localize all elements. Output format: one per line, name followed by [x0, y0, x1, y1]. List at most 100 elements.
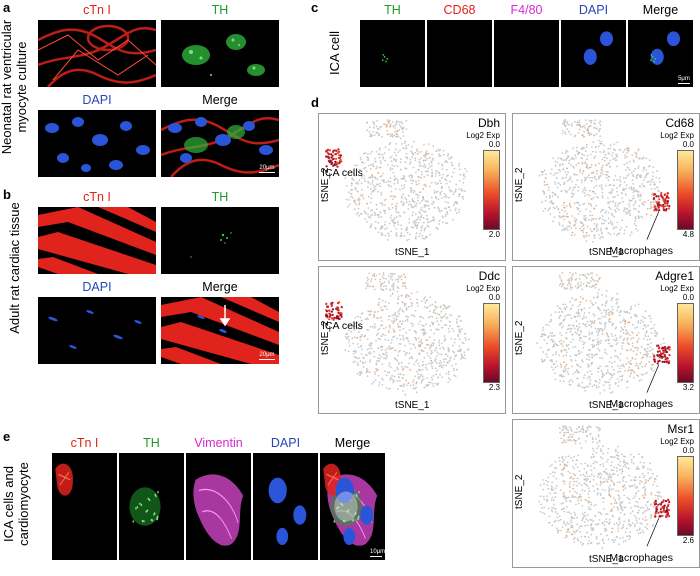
panel-e-scale-bar: 10μm — [370, 549, 385, 557]
panel-c-svg-3 — [583, 31, 613, 65]
tsne-annotation-3: Macrophages — [609, 398, 673, 410]
panel-c-title-3: DAPI — [578, 3, 609, 17]
panel-a-ctni-image — [38, 20, 156, 87]
tsne-scatter-dbh — [325, 119, 468, 242]
tsne-cb-max-0: 2.0 — [488, 230, 500, 239]
tsne-gene-name-1: Cd68 — [665, 116, 694, 130]
tsne-gene-name-3: Adgre1 — [655, 269, 694, 283]
panel-c-image-3 — [561, 20, 626, 87]
panel-b-letter: b — [3, 187, 11, 202]
panel-a-dapi-svg — [45, 117, 150, 172]
panel-a-th-image — [161, 20, 279, 87]
panel-c-scale-bar: 5μm — [678, 76, 690, 84]
panel-e-svg-1 — [129, 487, 161, 526]
tsne-x-axis-label-2: tSNE_1 — [395, 400, 430, 411]
panel-a-title-ctni: cTn I — [83, 3, 111, 17]
panel-a-side-label: Neonatal rat ventricular myocyte culture — [0, 12, 31, 162]
tsne-cb-min-1: 0.0 — [682, 140, 694, 149]
tsne-gene-name-0: Dbh — [477, 116, 500, 130]
panel-c-title-4: Merge — [642, 3, 679, 17]
tsne-x-axis-label-0: tSNE_1 — [395, 247, 430, 258]
panel-e-image-1 — [119, 453, 184, 560]
tsne-plot-ddc: Ddc Log2 Exp 0.0 2.3 ICA cells — [318, 266, 506, 414]
panel-e-title-3: DAPI — [270, 436, 301, 450]
panel-b-title-dapi: DAPI — [82, 280, 112, 294]
panel-c-image-0 — [360, 20, 425, 87]
panel-c-title-1: CD68 — [443, 3, 476, 17]
tsne-annotation-2: ICA cells — [322, 319, 363, 332]
tsne-cb-max-2: 2.3 — [488, 383, 500, 392]
panel-e-title-1: TH — [143, 436, 160, 450]
tsne-cb-max-4: 2.6 — [682, 536, 694, 545]
panel-a-scale-bar-label: 20μm — [259, 165, 275, 171]
tsne-cb-min-0: 0.0 — [488, 140, 500, 149]
panel-b-ctni-image — [38, 207, 156, 274]
panel-a-letter: a — [3, 0, 11, 15]
panel-a-ctni-svg — [38, 24, 156, 87]
tsne-plot-adgre1: Adgre1 Log2 Exp 0.0 3.2 Macrophages — [512, 266, 700, 414]
tsne-x-axis-label-3: tSNE_1 — [589, 400, 624, 411]
panel-a-th-svg — [182, 34, 265, 76]
panel-e-side-label-line1: ICA cells and — [1, 466, 16, 542]
panel-b-dapi-svg — [48, 310, 142, 349]
panel-c-scale-bar-label: 5μm — [678, 76, 690, 82]
tsne-colorbar-2 — [483, 303, 500, 383]
panel-a-scale-bar: 20μm — [259, 165, 275, 173]
panel-b-title-ctni: cTn I — [83, 190, 111, 204]
panel-e-title-0: cTn I — [70, 436, 99, 450]
tsne-plot-dbh: Dbh Log2 Exp 0.0 2.0 ICA cells — [318, 113, 506, 261]
panel-b-th-svg — [190, 232, 232, 258]
tsne-colorbar-4 — [677, 456, 694, 536]
tsne-legend-title-3: Log2 Exp — [660, 284, 694, 293]
panel-c-letter: c — [311, 0, 319, 15]
panel-e-title-2: Vimentin — [194, 436, 243, 450]
tsne-annotation-1: Macrophages — [609, 245, 673, 257]
panel-c-svg-4 — [649, 31, 680, 65]
panel-b-scale-bar: 20μm — [259, 352, 275, 360]
tsne-gene-name-4: Msr1 — [667, 422, 694, 436]
tsne-legend-title-2: Log2 Exp — [466, 284, 500, 293]
tsne-annotation-4: Macrophages — [609, 552, 673, 564]
panel-c-title-2: F4/80 — [510, 3, 543, 17]
panel-a-scale-bar-line — [259, 172, 275, 173]
panel-b-side-label: Adult rat cardiac tissue — [7, 202, 22, 334]
tsne-y-axis-label-4: tSNE_2 — [514, 474, 525, 509]
tsne-scatter-msr1 — [538, 425, 671, 550]
tsne-x-axis-label-1: tSNE_1 — [589, 247, 624, 258]
panel-e-svg-4 — [323, 463, 378, 546]
tsne-legend-title-0: Log2 Exp — [466, 131, 500, 140]
tsne-cb-min-4: 0.0 — [682, 446, 694, 455]
tsne-y-axis-label-0: tSNE_2 — [320, 167, 331, 202]
panel-a-merge-svg — [161, 116, 279, 177]
panel-e-side-label-line2: cardiomyocyte — [16, 462, 31, 546]
tsne-colorbar-3 — [677, 303, 694, 383]
panel-d-letter: d — [311, 95, 319, 110]
tsne-y-axis-label-2: tSNE_2 — [320, 320, 331, 355]
panel-e-svg-3 — [268, 477, 307, 546]
panel-e-svg-0 — [55, 463, 73, 496]
tsne-scatter-adgre1 — [536, 272, 671, 395]
tsne-cb-min-2: 0.0 — [488, 293, 500, 302]
panel-b-merge-svg — [161, 297, 279, 364]
panel-e-image-0 — [52, 453, 117, 560]
panel-c-svg-0 — [381, 53, 389, 63]
panel-b-ctni-svg — [38, 207, 156, 274]
panel-b-dapi-image — [38, 297, 156, 364]
panel-e-side-label: ICA cells and cardiomyocyte — [1, 459, 33, 549]
panel-e-letter: e — [3, 429, 11, 444]
panel-c-image-4: 5μm — [628, 20, 693, 87]
tsne-scatter-cd68 — [538, 119, 671, 243]
panel-e-image-3 — [253, 453, 318, 560]
tsne-plot-msr1: Msr1 Log2 Exp 0.0 2.6 Macrophages — [512, 419, 700, 568]
panel-a-title-merge: Merge — [202, 93, 238, 107]
tsne-legend-title-4: Log2 Exp — [660, 437, 694, 446]
panel-b-merge-image: 20μm — [161, 297, 279, 364]
panel-a-side-label-line1: Neonatal rat ventricular — [0, 19, 14, 155]
panel-c-image-1 — [427, 20, 492, 87]
tsne-y-axis-label-3: tSNE_2 — [514, 320, 525, 355]
tsne-legend-title-1: Log2 Exp — [660, 131, 694, 140]
panel-a-dapi-image — [38, 110, 156, 177]
panel-a-merge-image: 20μm — [161, 110, 279, 177]
panel-a-side-label-line2: myocyte culture — [14, 41, 29, 133]
panel-c-scale-bar-line — [678, 83, 690, 84]
